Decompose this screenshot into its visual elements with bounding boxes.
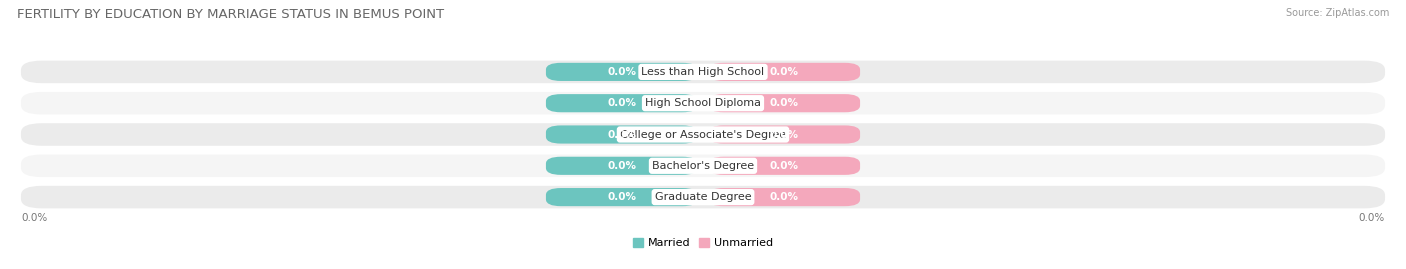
Text: 0.0%: 0.0% [607,129,636,140]
Text: College or Associate's Degree: College or Associate's Degree [620,129,786,140]
FancyBboxPatch shape [546,188,697,206]
Text: 0.0%: 0.0% [607,192,636,202]
Text: Less than High School: Less than High School [641,67,765,77]
FancyBboxPatch shape [546,94,697,112]
FancyBboxPatch shape [709,188,860,206]
FancyBboxPatch shape [546,125,697,144]
FancyBboxPatch shape [709,94,860,112]
Text: 0.0%: 0.0% [21,213,48,223]
Text: 0.0%: 0.0% [607,67,636,77]
Text: 0.0%: 0.0% [770,67,799,77]
Text: Graduate Degree: Graduate Degree [655,192,751,202]
Legend: Married, Unmarried: Married, Unmarried [628,233,778,253]
Text: Source: ZipAtlas.com: Source: ZipAtlas.com [1285,8,1389,18]
FancyBboxPatch shape [21,123,1385,146]
FancyBboxPatch shape [546,63,697,81]
Text: 0.0%: 0.0% [1358,213,1385,223]
FancyBboxPatch shape [21,186,1385,208]
Text: 0.0%: 0.0% [770,129,799,140]
Text: 0.0%: 0.0% [770,192,799,202]
FancyBboxPatch shape [21,92,1385,115]
FancyBboxPatch shape [709,157,860,175]
Text: FERTILITY BY EDUCATION BY MARRIAGE STATUS IN BEMUS POINT: FERTILITY BY EDUCATION BY MARRIAGE STATU… [17,8,444,21]
Text: Bachelor's Degree: Bachelor's Degree [652,161,754,171]
FancyBboxPatch shape [21,154,1385,177]
Text: 0.0%: 0.0% [607,98,636,108]
FancyBboxPatch shape [21,61,1385,83]
FancyBboxPatch shape [709,63,860,81]
Text: 0.0%: 0.0% [770,161,799,171]
Text: 0.0%: 0.0% [770,98,799,108]
FancyBboxPatch shape [546,157,697,175]
Text: High School Diploma: High School Diploma [645,98,761,108]
FancyBboxPatch shape [709,125,860,144]
Text: 0.0%: 0.0% [607,161,636,171]
